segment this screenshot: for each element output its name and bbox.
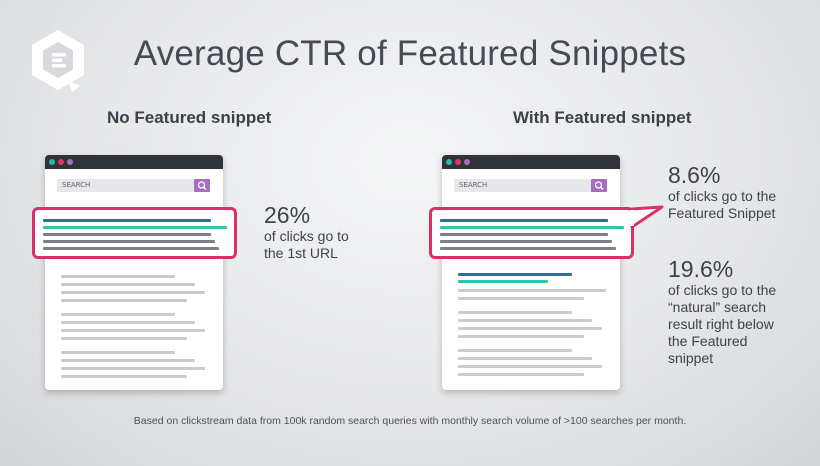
result-line (61, 367, 205, 370)
highlighted-first-result (32, 207, 237, 259)
result-url-line (458, 280, 548, 283)
result-line (458, 357, 592, 360)
search-bar: SEARCH (57, 179, 210, 192)
result-line (61, 351, 175, 354)
result-text-line (440, 240, 612, 243)
browser-titlebar (45, 155, 223, 169)
result-text-line (43, 240, 215, 243)
stat-text: of clicks go to the “natural” search res… (668, 282, 777, 366)
stat-value: 8.6% (668, 162, 721, 188)
result-text-line (43, 247, 219, 250)
search-placeholder: SEARCH (459, 181, 488, 189)
stat-text: of clicks go to the Featured Snippet (668, 188, 777, 221)
result-text-line (440, 233, 608, 236)
search-icon (197, 181, 207, 190)
window-dot-icon (67, 159, 73, 165)
result-line (61, 283, 195, 286)
search-bar: SEARCH (454, 179, 607, 192)
result-line (458, 373, 584, 376)
stat-featured-snippet: 8.6% of clicks go to the Featured Snippe… (668, 163, 776, 222)
result-line (458, 297, 584, 300)
window-dot-icon (58, 159, 64, 165)
search-button (591, 179, 607, 192)
result-text-line (43, 233, 211, 236)
result-line (458, 349, 572, 352)
highlighted-featured-snippet (429, 207, 634, 259)
stat-text: of clicks go to the 1st URL (264, 228, 349, 261)
result-line (458, 327, 602, 330)
stat-natural-result: 19.6% of clicks go to the “natural” sear… (668, 257, 776, 367)
window-dot-icon (464, 159, 470, 165)
stat-value: 26% (264, 202, 311, 228)
result-line (61, 299, 187, 302)
result-line (458, 319, 592, 322)
search-icon (594, 181, 604, 190)
result-line (458, 289, 606, 292)
result-line (458, 365, 602, 368)
result-line (61, 313, 175, 316)
page-title: Average CTR of Featured Snippets (133, 34, 687, 73)
panel-heading-with-snippet: With Featured snippet (513, 108, 692, 127)
result-url-line (440, 226, 624, 229)
result-line (458, 335, 584, 338)
search-button (194, 179, 210, 192)
result-line (61, 329, 205, 332)
result-title-line (440, 219, 608, 222)
panel-heading-no-snippet: No Featured snippet (107, 108, 272, 127)
search-placeholder: SEARCH (62, 181, 91, 189)
result-line (61, 375, 187, 378)
window-dot-icon (455, 159, 461, 165)
browser-window-with-snippet: SEARCH (442, 155, 620, 390)
browser-window-no-snippet: SEARCH (45, 155, 223, 390)
result-line (61, 359, 195, 362)
result-line (61, 291, 205, 294)
window-dot-icon (446, 159, 452, 165)
result-line (458, 311, 572, 314)
stat-first-url: 26% of clicks go to the 1st URL (264, 203, 349, 262)
window-dot-icon (49, 159, 55, 165)
result-url-line (43, 226, 227, 229)
result-line (61, 275, 175, 278)
result-line (61, 337, 187, 340)
result-text-line (440, 247, 616, 250)
result-title-line (43, 219, 211, 222)
result-line (61, 321, 195, 324)
result-title-line (458, 273, 572, 276)
callout-pointer (630, 205, 664, 229)
contently-logo-icon (32, 30, 84, 92)
browser-titlebar (442, 155, 620, 169)
stat-value: 19.6% (668, 256, 734, 282)
footnote: Based on clickstream data from 100k rand… (133, 415, 687, 427)
